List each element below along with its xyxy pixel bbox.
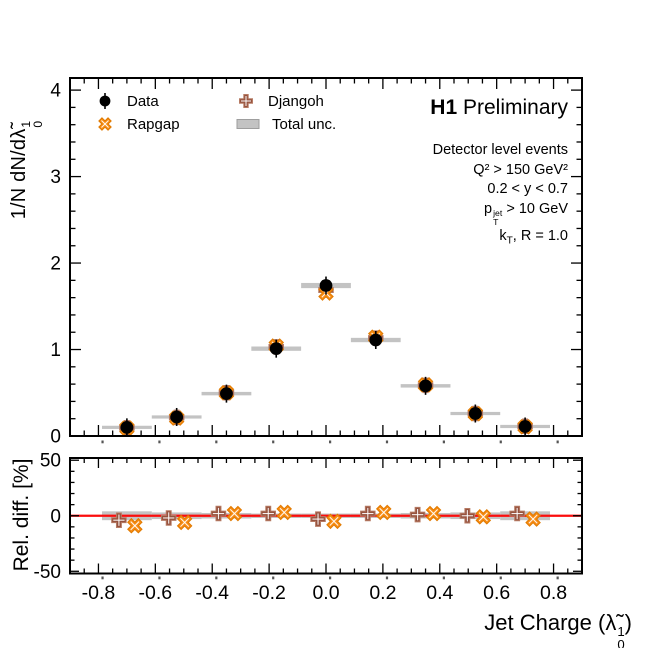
y-axis-title-ratio: Rel. diff. [%] [10,458,33,572]
djangoh-marker-icon [239,94,253,108]
lambda-symbol: λ̃ [7,128,30,139]
data-point [170,407,184,426]
legend-label-data: Data [127,92,159,110]
ratio-markers [111,504,541,534]
rapgap-ratio-point [127,517,143,534]
svg-text:-0.6: -0.6 [139,582,173,604]
legend-item-totalunc: Total unc. [236,113,336,135]
svg-text:1: 1 [50,340,61,361]
pt-symbol: p [484,200,493,217]
data-point [468,404,482,423]
selection-info: Detector level events Q² > 150 GeV² 0.2 … [433,141,568,251]
djangoh-ratio-point [509,505,525,522]
svg-text:-50: -50 [34,562,61,583]
svg-text:-0.8: -0.8 [82,582,116,604]
legend-label-totalunc: Total unc. [272,115,337,133]
experiment-status: Preliminary [457,96,568,119]
x-axis-title-text: Jet Charge ( [484,610,606,635]
djangoh-ratio-point [310,511,326,527]
info-line-y-cut: 0.2 < y < 0.7 [487,181,568,197]
info-line-detector-level: Detector level events [432,142,568,158]
pt-scripts: jet T [493,209,502,226]
legend-item-data: Data [95,90,159,112]
total-unc-band-icon [236,119,260,129]
lambda-subscript: 0 [617,637,625,648]
svg-text:0.4: 0.4 [426,582,453,604]
rapgap-ratio-point [375,504,392,521]
svg-text:-0.2: -0.2 [252,582,286,604]
data-marker-icon [99,93,111,109]
djangoh-ratio-point [260,505,277,522]
jet-radius: , R = 1.0 [512,227,568,244]
svg-text:4: 4 [50,81,61,102]
svg-text:50: 50 [40,451,61,472]
legend-item-djangoh: Djangoh [236,90,324,112]
legend-label-djangoh: Djangoh [268,92,324,110]
axes: 0 1 2 3 4 50 0 -50 -0.8 -0.6 -0.4 -0.2 0.0 0.2 0.4 0.6 0… [34,77,583,604]
lambda-subscript: 0 [31,120,46,128]
rapgap-ratio-point [276,504,293,521]
legend-label-rapgap: Rapgap [127,115,180,133]
svg-text:3: 3 [50,167,61,188]
info-line-pt-cut: p jet T > 10 GeV [433,200,568,227]
pt-subscript: T [493,217,499,228]
djangoh-ratio-point [210,505,227,522]
experiment-label: H1 Preliminary [430,96,568,120]
info-line-q2-cut: Q² > 150 GeV² [473,161,568,178]
pt-superscript: jet [493,208,503,219]
rapgap-ratio-point [525,511,541,527]
rapgap-ratio-point [226,505,243,522]
rapgap-ratio-point [326,513,342,530]
svg-text:0: 0 [50,427,61,448]
data-point [369,331,383,350]
pt-cut-value: > 10 GeV [502,200,568,217]
legend-item-rapgap: Rapgap [95,113,180,135]
djangoh-ratio-point [360,505,376,522]
info-line-jet-algo: kT, R = 1.0 [433,227,568,251]
rapgap-ratio-point [176,514,193,531]
lambda-symbol: λ̃ [605,610,617,635]
chart-root: 0 1 2 3 4 50 0 -50 -0.8 -0.6 -0.4 -0.2 0.0 0.2 0.4 0.6 0… [34,77,583,604]
data-point [269,339,283,358]
svg-text:0: 0 [50,506,61,527]
djangoh-ratio-point [459,508,476,524]
main-markers [119,276,533,437]
svg-text:0.8: 0.8 [540,582,567,604]
svg-text:2: 2 [50,254,61,275]
experiment-name: H1 [430,96,458,119]
y-axis-title-main: 1/N dN/dλ̃ 1 0 [7,120,46,220]
svg-text:0.2: 0.2 [369,582,396,604]
djangoh-ratio-point [160,510,177,526]
djangoh-ratio-point [111,512,127,528]
lambda-superscript: 1 [617,623,625,639]
rapgap-ratio-point [475,509,492,525]
rapgap-ratio-point [425,505,442,522]
x-axis-title-suffix: ) [624,610,632,635]
y-axis-title-main-text: 1/N dN/d [7,138,30,220]
djangoh-ratio-point [409,506,426,523]
data-point [419,376,432,395]
x-axis-title: Jet Charge (λ̃ 1 0) [484,610,632,648]
main-unc-bands [102,282,550,429]
data-point [220,384,233,403]
svg-text:0.0: 0.0 [312,582,339,604]
rapgap-marker-icon [98,117,112,131]
svg-text:0.6: 0.6 [483,582,510,604]
data-point [319,276,333,295]
svg-text:-0.4: -0.4 [195,582,229,604]
kt-symbol: k [499,227,507,244]
kt-subscript: T [506,235,513,247]
